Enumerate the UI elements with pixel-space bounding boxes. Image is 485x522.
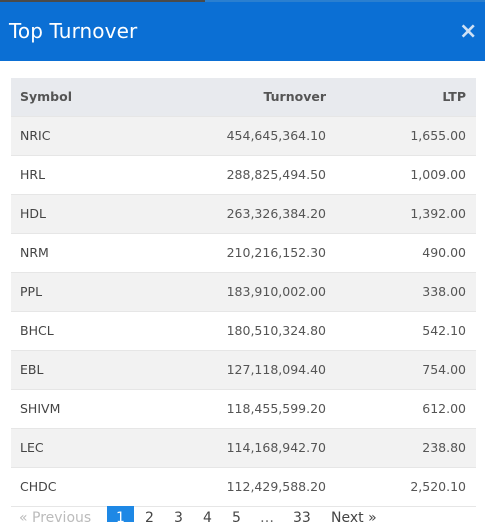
- pagination-page-1[interactable]: 1: [107, 506, 134, 522]
- pagination-page-5[interactable]: 5: [232, 510, 241, 522]
- pagination-page-last[interactable]: 33: [293, 510, 311, 522]
- cell-turnover: 114,168,942.70: [171, 428, 336, 468]
- cell-turnover: 210,216,152.30: [171, 233, 336, 273]
- cell-symbol: NRM: [11, 233, 171, 273]
- table-row[interactable]: HDL 263,326,384.20 1,392.00: [11, 194, 476, 234]
- table-row[interactable]: CHDC 112,429,588.20 2,520.10: [11, 467, 476, 507]
- cell-turnover: 454,645,364.10: [171, 116, 336, 156]
- cell-ltp: 1,655.00: [336, 116, 476, 156]
- window-top-strip-accent: [205, 0, 485, 2]
- table-row[interactable]: BHCL 180,510,324.80 542.10: [11, 311, 476, 351]
- cell-ltp: 238.80: [336, 428, 476, 468]
- cell-ltp: 490.00: [336, 233, 476, 273]
- pagination-previous[interactable]: « Previous: [19, 510, 92, 522]
- table-row[interactable]: PPL 183,910,002.00 338.00: [11, 272, 476, 312]
- table-row[interactable]: SHIVM 118,455,599.20 612.00: [11, 389, 476, 429]
- cell-turnover: 127,118,094.40: [171, 350, 336, 390]
- cell-ltp: 338.00: [336, 272, 476, 312]
- cell-ltp: 612.00: [336, 389, 476, 429]
- cell-ltp: 754.00: [336, 350, 476, 390]
- column-header-symbol[interactable]: Symbol: [11, 78, 171, 117]
- turnover-table: Symbol Turnover LTP NRIC 454,645,364.10 1,…: [11, 78, 476, 507]
- window-top-strip: [0, 0, 485, 2]
- table-row[interactable]: HRL 288,825,494.50 1,009.00: [11, 155, 476, 195]
- cell-ltp: 1,009.00: [336, 155, 476, 195]
- table-header-row: Symbol Turnover LTP: [11, 78, 476, 117]
- cell-turnover: 263,326,384.20: [171, 194, 336, 234]
- cell-symbol: HDL: [11, 194, 171, 234]
- pagination-next[interactable]: Next »: [331, 510, 377, 522]
- cell-symbol: LEC: [11, 428, 171, 468]
- cell-turnover: 183,910,002.00: [171, 272, 336, 312]
- table-row[interactable]: EBL 127,118,094.40 754.00: [11, 350, 476, 390]
- cell-symbol: BHCL: [11, 311, 171, 351]
- cell-symbol: EBL: [11, 350, 171, 390]
- table-row[interactable]: NRIC 454,645,364.10 1,655.00: [11, 116, 476, 156]
- cell-turnover: 118,455,599.20: [171, 389, 336, 429]
- pagination-page-2[interactable]: 2: [145, 510, 154, 522]
- cell-ltp: 1,392.00: [336, 194, 476, 234]
- pagination: « Previous 1 2 3 4 5 … 33 Next »: [0, 506, 485, 522]
- cell-ltp: 2,520.10: [336, 467, 476, 507]
- pagination-page-4[interactable]: 4: [203, 510, 212, 522]
- table-row[interactable]: NRM 210,216,152.30 490.00: [11, 233, 476, 273]
- column-header-turnover[interactable]: Turnover: [171, 78, 336, 117]
- cell-symbol: NRIC: [11, 116, 171, 156]
- pagination-ellipsis: …: [260, 510, 274, 522]
- cell-symbol: SHIVM: [11, 389, 171, 429]
- column-header-ltp[interactable]: LTP: [336, 78, 476, 117]
- table-body: NRIC 454,645,364.10 1,655.00 HRL 288,825,494…: [11, 116, 476, 507]
- cell-ltp: 542.10: [336, 311, 476, 351]
- modal-title: Top Turnover: [9, 19, 138, 43]
- cell-symbol: PPL: [11, 272, 171, 312]
- modal-header: Top Turnover ×: [0, 2, 485, 61]
- cell-symbol: CHDC: [11, 467, 171, 507]
- cell-symbol: HRL: [11, 155, 171, 195]
- close-icon[interactable]: ×: [459, 19, 478, 44]
- cell-turnover: 180,510,324.80: [171, 311, 336, 351]
- cell-turnover: 112,429,588.20: [171, 467, 336, 507]
- pagination-page-3[interactable]: 3: [174, 510, 183, 522]
- cell-turnover: 288,825,494.50: [171, 155, 336, 195]
- table-row[interactable]: LEC 114,168,942.70 238.80: [11, 428, 476, 468]
- turnover-table-container: Symbol Turnover LTP NRIC 454,645,364.10 1,…: [11, 78, 476, 507]
